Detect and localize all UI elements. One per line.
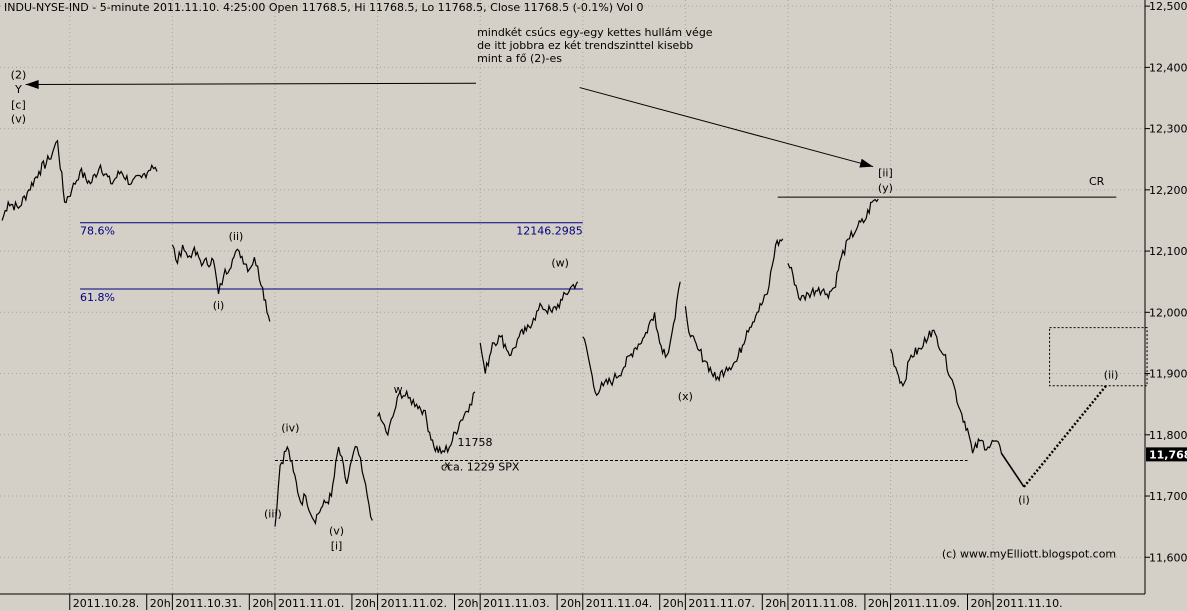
price-segment [479, 281, 579, 374]
level-value-label: 12146.2985 [516, 225, 582, 238]
note-text: de itt jobbra ez két trendszinttel kiseb… [477, 39, 693, 52]
wave-label: (iv) [281, 422, 299, 435]
x-tick-label: 20h [663, 597, 684, 610]
price-segment [582, 281, 681, 397]
note-arrowhead [859, 158, 874, 168]
y-tick-label: 12,300 [1149, 123, 1187, 136]
wave-label: (i) [213, 299, 225, 312]
x-tick-label: 2011.11.09. [894, 597, 960, 610]
level-label: CR [1089, 175, 1105, 188]
level-lines: 78.6% 12146.2985 61.8% CR [80, 175, 1117, 462]
wave-label: [c] [11, 98, 26, 111]
x-tick-label: 20h [765, 597, 786, 610]
chart-title: INDU-NYSE-IND - 5-minute 2011.11.10. 4:2… [4, 1, 644, 14]
x-tick-label: 2011.10.31. [175, 597, 241, 610]
y-tick-label: 11,900 [1149, 368, 1187, 381]
y-tick-label: 11,600 [1149, 551, 1187, 564]
wave-label: (x) [678, 390, 693, 403]
x-tick-label: 2011.10.28. [73, 597, 139, 610]
x-tick-label: 20h [971, 597, 992, 610]
price-segment [274, 445, 373, 527]
x-tick-label: 2011.11.04. [586, 597, 652, 610]
price-segment [684, 238, 784, 383]
wave-label: [i] [331, 539, 343, 552]
level-label: 61.8% [80, 291, 115, 304]
y-tick-label: 11,800 [1149, 429, 1187, 442]
y-tick-label: 12,000 [1149, 306, 1187, 319]
wave-annotations: (2)Y[c](v)(ii)(i)(iv)(iii)(v)[i]wx(w)117… [11, 26, 1148, 560]
wave-label: 11758 [458, 436, 493, 449]
x-tick-label: 2011.11.10. [996, 597, 1062, 610]
note-arrow [579, 87, 874, 168]
price-segment [171, 244, 271, 322]
y-tick-label: 12,100 [1149, 245, 1187, 258]
projection-solid [1000, 452, 1025, 488]
note-text: mindkét csúcs egy-egy kettes hullám vége [477, 26, 713, 39]
x-tick-label: 20h [150, 597, 171, 610]
x-tick-label: 2011.11.01. [278, 597, 344, 610]
projection-dotted [1023, 385, 1107, 488]
wave-label: cca. 1229 SPX [441, 460, 520, 473]
level-label: 78.6% [80, 225, 115, 238]
x-tick-label: 2011.11.07. [688, 597, 754, 610]
price-segment [1, 139, 158, 221]
x-tick-label: 20h [355, 597, 376, 610]
y-tick-label: 11,700 [1149, 490, 1187, 503]
wave-label: (i) [1018, 493, 1030, 506]
wave-label: (iii) [264, 507, 282, 520]
x-tick-label: 20h [458, 597, 479, 610]
wave-label: [ii] [878, 166, 893, 179]
grid [0, 0, 1145, 594]
note-arrowhead [25, 80, 39, 89]
wave-label: (v) [329, 525, 344, 538]
wave-label: x [444, 458, 451, 471]
wave-label: Y [14, 83, 22, 96]
y-tick-label: 12,500 [1149, 0, 1187, 13]
wave-label: (v) [11, 112, 26, 125]
y-tick-label: 12,400 [1149, 61, 1187, 74]
x-tick-label: 2011.11.08. [791, 597, 857, 610]
price-series [1, 139, 1107, 527]
price-segment [890, 329, 1002, 454]
target-box [1049, 327, 1148, 387]
note-arrow [25, 82, 477, 86]
x-tick-label: 20h [252, 597, 273, 610]
x-tick-label: 2011.11.02. [381, 597, 447, 610]
wave-label: (2) [11, 68, 27, 81]
x-tick-label: 20h [868, 597, 889, 610]
y-tick-label: 12,200 [1149, 184, 1187, 197]
x-tick-label: 2011.11.03. [483, 597, 549, 610]
wave-label: w [394, 383, 403, 396]
note-text: mint a fő (2)-es [477, 52, 562, 65]
wave-label: (y) [878, 182, 893, 195]
current-price-tag [1146, 447, 1187, 462]
wave-label: (ii) [229, 230, 244, 243]
copyright-text: (c) www.myElliott.blogspot.com [942, 547, 1116, 560]
wave-label: (ii) [1104, 368, 1119, 381]
current-price-label: 11,768 [1149, 448, 1187, 461]
price-segment [377, 389, 476, 455]
x-tick-label: 20h [560, 597, 581, 610]
price-segment [787, 198, 879, 302]
wave-label: (w) [551, 256, 569, 269]
